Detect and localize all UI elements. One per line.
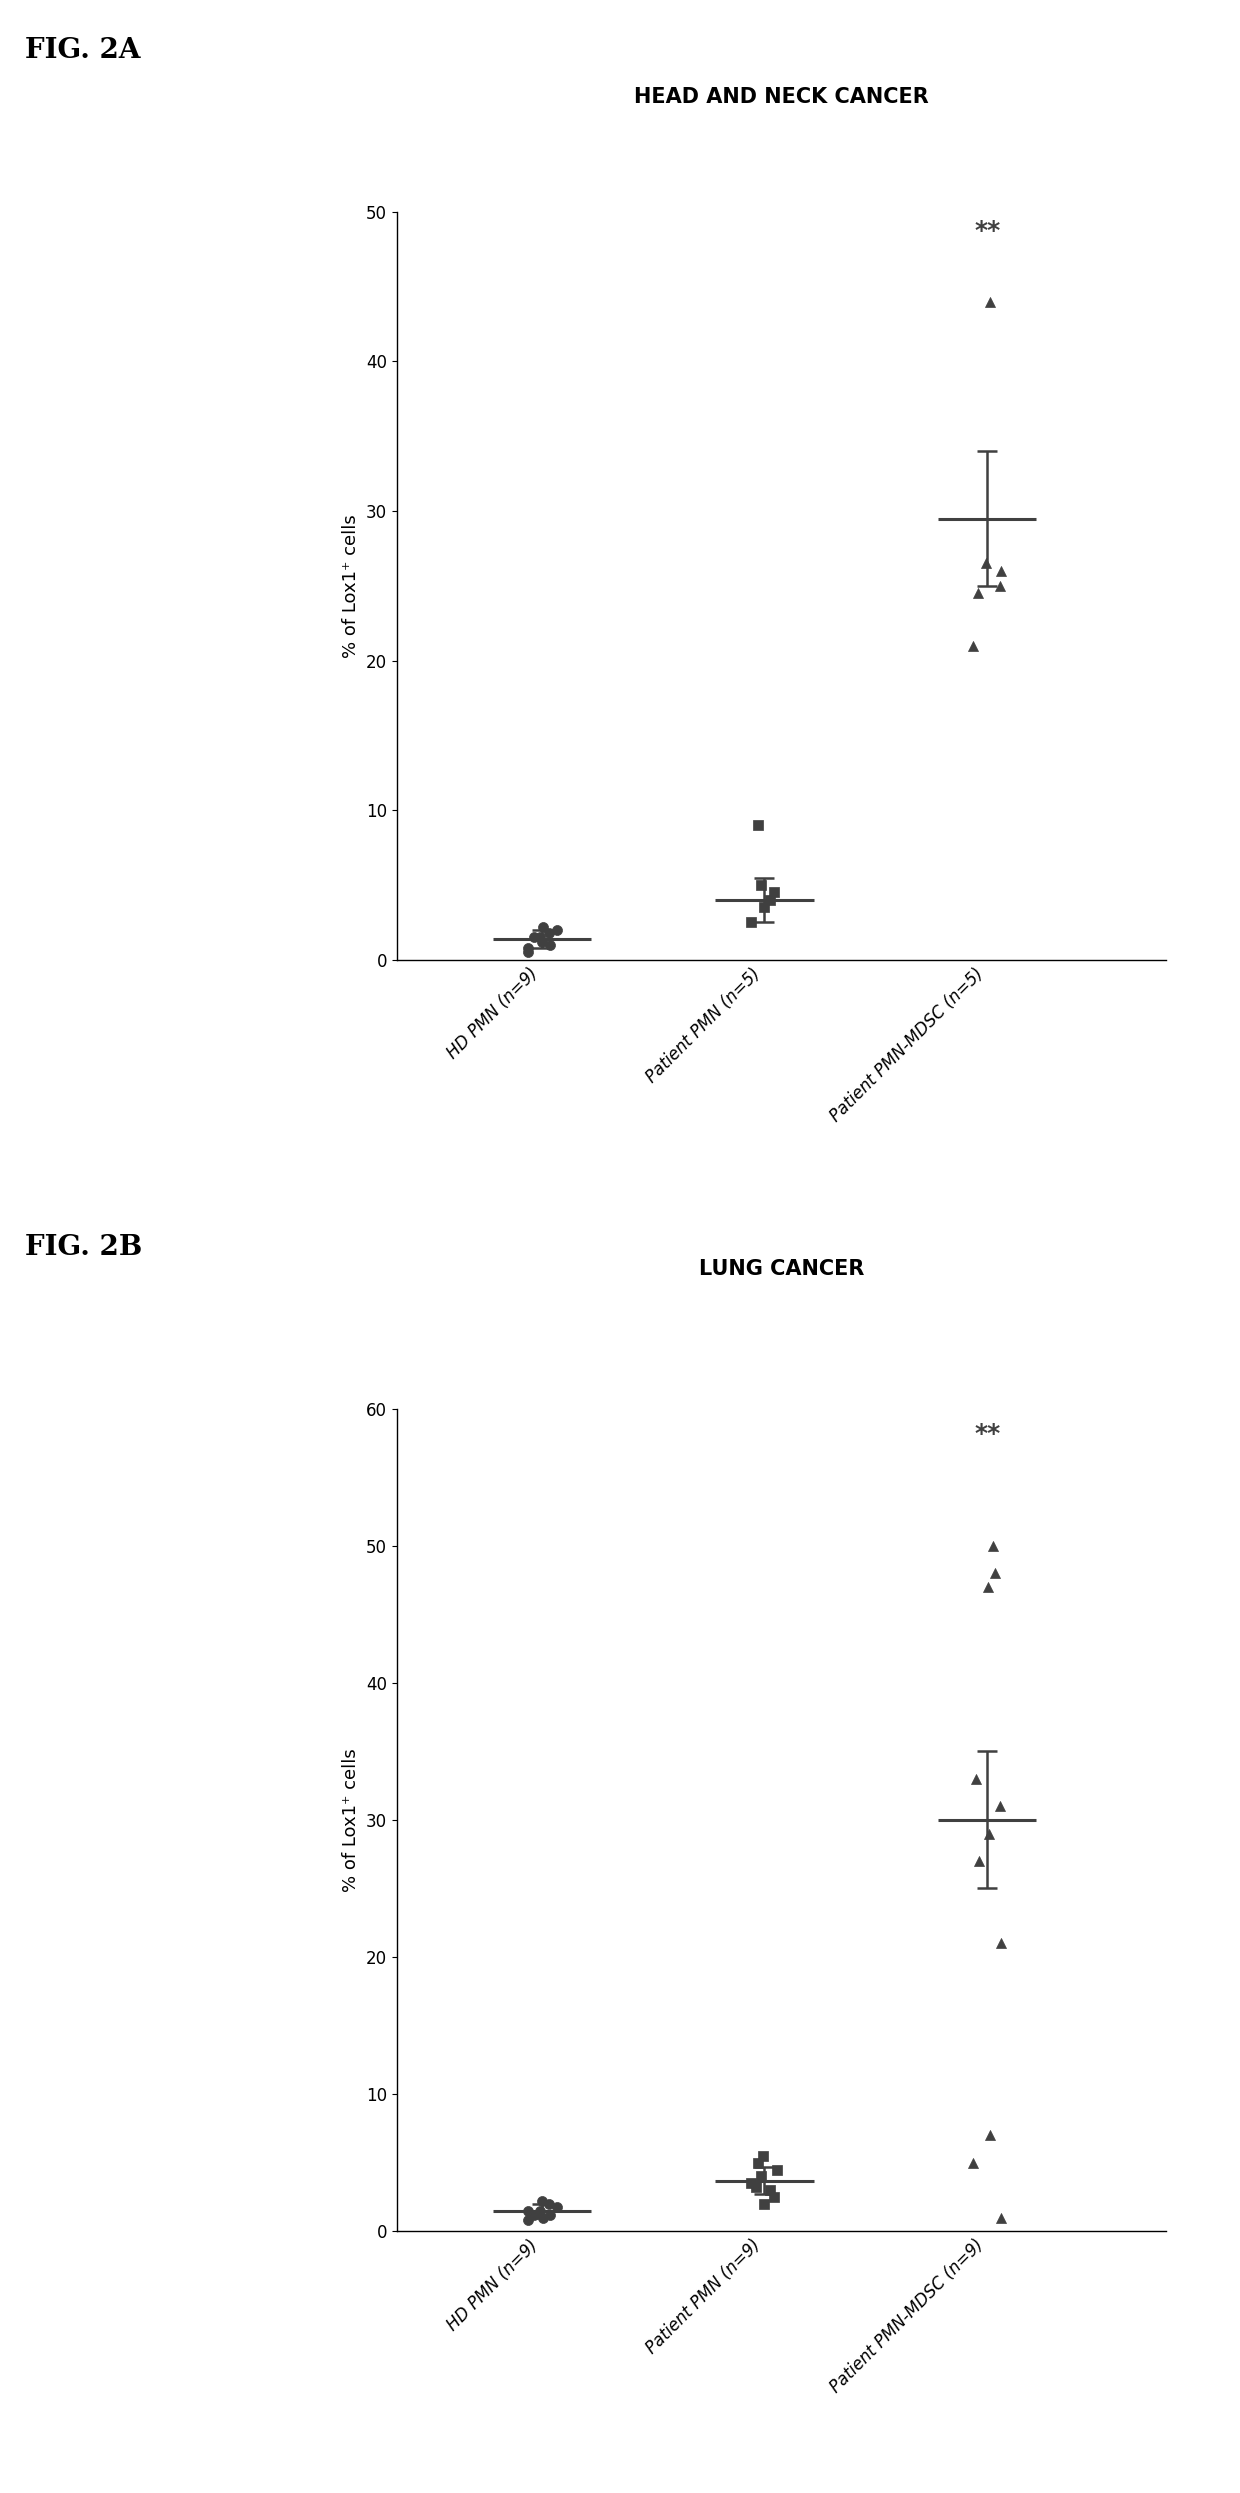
Point [978,1568,998,1608]
Point [991,551,1011,591]
Point [962,2144,982,2184]
Point [968,573,988,613]
Point [538,2184,558,2224]
Point [764,873,784,912]
Point [541,925,560,965]
Point [992,1925,1012,1964]
Point [751,865,771,905]
Point [991,2199,1011,2239]
Point [742,902,761,942]
Point [986,1553,1006,1593]
Y-axis label: % of Lox1⁺ cells: % of Lox1⁺ cells [342,514,361,658]
Text: **: ** [975,1421,1001,1446]
Point [525,917,544,957]
Point [538,912,558,952]
Point [976,543,996,583]
Text: LUNG CANCER: LUNG CANCER [698,1259,864,1279]
Point [982,1526,1002,1566]
Point [760,880,780,920]
Point [978,1815,998,1855]
Text: FIG. 2A: FIG. 2A [25,37,140,65]
Point [518,2191,538,2231]
Point [753,2137,773,2176]
Point [966,1760,986,1800]
Point [518,2201,538,2241]
Point [547,910,567,950]
Point [529,2191,549,2231]
Point [533,2199,553,2239]
Text: **: ** [975,219,1001,244]
Point [962,626,982,666]
Point [541,2194,560,2234]
Point [532,922,552,962]
Text: HEAD AND NECK CANCER: HEAD AND NECK CANCER [634,87,929,107]
Point [991,566,1011,606]
Point [525,2194,544,2234]
Point [748,805,768,845]
Point [755,2184,775,2224]
Point [547,2186,567,2226]
Point [532,2181,552,2221]
Point [748,2144,768,2184]
Point [518,927,538,967]
Point [991,1785,1011,1825]
Point [745,2166,765,2206]
Point [981,2114,1001,2154]
Text: FIG. 2B: FIG. 2B [25,1234,143,1261]
Y-axis label: % of Lox1⁺ cells: % of Lox1⁺ cells [342,1748,361,1892]
Point [968,1840,988,1880]
Point [768,2149,787,2189]
Point [981,282,1001,322]
Point [751,2156,771,2196]
Point [755,888,775,927]
Point [518,932,538,972]
Point [529,917,549,957]
Point [742,2164,761,2204]
Point [760,2169,780,2211]
Point [764,2176,784,2216]
Point [533,907,553,947]
